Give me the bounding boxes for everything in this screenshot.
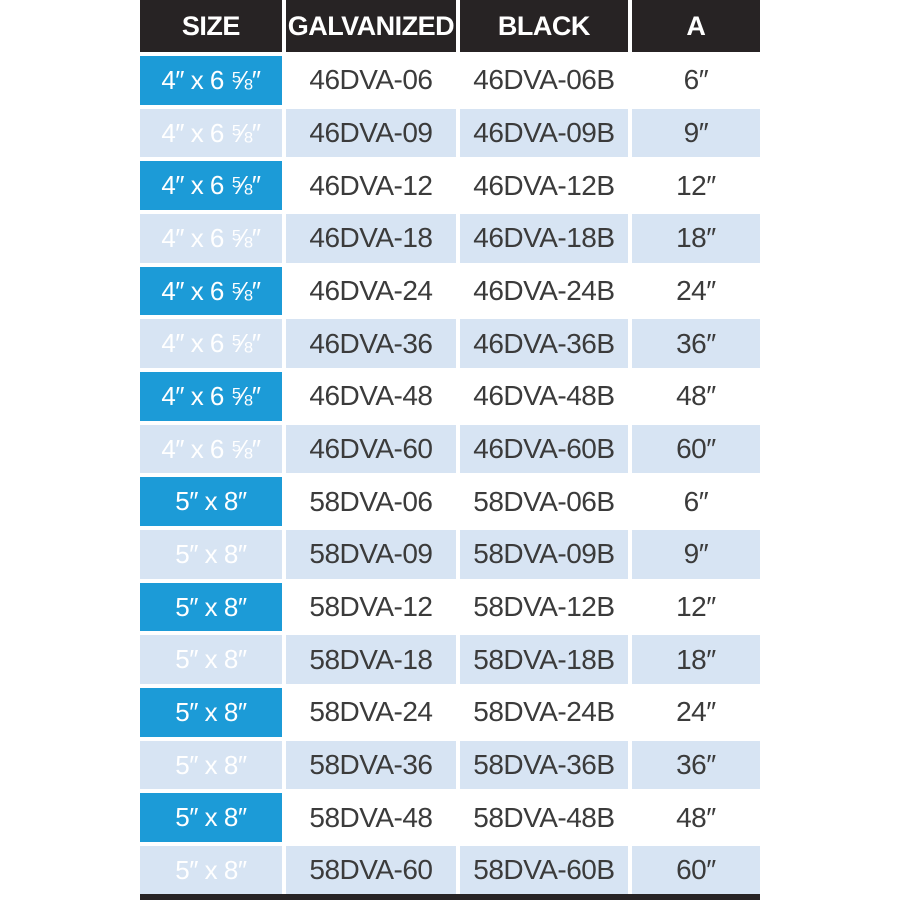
table-row: 5″ x 8″ 58DVA-09 58DVA-09B 9″ <box>140 526 760 583</box>
galvanized-cell: 58DVA-36 <box>281 736 461 794</box>
galvanized-cell: 46DVA-24 <box>281 262 461 320</box>
a-cell: 36″ <box>627 315 760 373</box>
black-cell: 58DVA-36B <box>456 736 632 794</box>
galvanized-cell: 58DVA-24 <box>281 684 461 741</box>
galvanized-cell: 46DVA-36 <box>281 315 461 373</box>
a-cell: 24″ <box>627 262 760 320</box>
table-row: 5″ x 8″ 58DVA-48 58DVA-48B 48″ <box>140 789 760 847</box>
table-row: 4″ x 6 ⅝″ 46DVA-12 46DVA-12B 12″ <box>140 157 760 215</box>
size-cell: 5″ x 8″ <box>140 473 286 531</box>
galvanized-cell: 46DVA-12 <box>281 157 461 215</box>
table-row: 5″ x 8″ 58DVA-12 58DVA-12B 12″ <box>140 578 760 636</box>
spec-table-body: 4″ x 6 ⅝″ 46DVA-06 46DVA-06B 6″ 4″ x 6 ⅝″ 46D… <box>140 52 760 894</box>
table-row: 4″ x 6 ⅝″ 46DVA-06 46DVA-06B 6″ <box>140 52 760 109</box>
size-cell: 5″ x 8″ <box>140 578 286 636</box>
black-cell: 46DVA-18B <box>456 210 632 267</box>
table-row: 4″ x 6 ⅝″ 46DVA-60 46DVA-60B 60″ <box>140 420 760 478</box>
spec-table: SIZE GALVANIZED BLACK A 4″ x 6 ⅝″ 46DVA-0… <box>140 0 760 894</box>
size-cell: 5″ x 8″ <box>140 842 286 894</box>
black-cell: 46DVA-60B <box>456 420 632 478</box>
galvanized-cell: 46DVA-18 <box>281 210 461 267</box>
black-cell: 46DVA-12B <box>456 157 632 215</box>
column-header-galvanized: GALVANIZED <box>281 0 461 56</box>
size-cell: 4″ x 6 ⅝″ <box>140 52 286 109</box>
a-cell: 12″ <box>627 157 760 215</box>
size-cell: 4″ x 6 ⅝″ <box>140 315 286 373</box>
table-row: 4″ x 6 ⅝″ 46DVA-18 46DVA-18B 18″ <box>140 210 760 267</box>
black-cell: 58DVA-09B <box>456 526 632 583</box>
size-cell: 4″ x 6 ⅝″ <box>140 157 286 215</box>
table-row: 5″ x 8″ 58DVA-06 58DVA-06B 6″ <box>140 473 760 531</box>
table-row: 4″ x 6 ⅝″ 46DVA-24 46DVA-24B 24″ <box>140 262 760 320</box>
black-cell: 46DVA-24B <box>456 262 632 320</box>
black-cell: 58DVA-60B <box>456 842 632 894</box>
table-row: 5″ x 8″ 58DVA-18 58DVA-18B 18″ <box>140 631 760 689</box>
black-cell: 46DVA-09B <box>456 104 632 162</box>
galvanized-cell: 58DVA-60 <box>281 842 461 894</box>
galvanized-cell: 46DVA-48 <box>281 368 461 425</box>
galvanized-cell: 58DVA-48 <box>281 789 461 847</box>
table-row: 5″ x 8″ 58DVA-60 58DVA-60B 60″ <box>140 842 760 894</box>
size-cell: 4″ x 6 ⅝″ <box>140 210 286 267</box>
galvanized-cell: 58DVA-09 <box>281 526 461 583</box>
size-cell: 5″ x 8″ <box>140 789 286 847</box>
table-row: 4″ x 6 ⅝″ 46DVA-48 46DVA-48B 48″ <box>140 368 760 425</box>
black-cell: 46DVA-06B <box>456 52 632 109</box>
size-cell: 5″ x 8″ <box>140 684 286 741</box>
size-cell: 5″ x 8″ <box>140 736 286 794</box>
table-row: 4″ x 6 ⅝″ 46DVA-36 46DVA-36B 36″ <box>140 315 760 373</box>
a-cell: 18″ <box>627 631 760 689</box>
galvanized-cell: 46DVA-06 <box>281 52 461 109</box>
table-row: 4″ x 6 ⅝″ 46DVA-09 46DVA-09B 9″ <box>140 104 760 162</box>
galvanized-cell: 58DVA-12 <box>281 578 461 636</box>
a-cell: 60″ <box>627 420 760 478</box>
a-cell: 48″ <box>627 368 760 425</box>
table-bottom-border <box>140 894 760 900</box>
galvanized-cell: 46DVA-60 <box>281 420 461 478</box>
column-header-size: SIZE <box>140 0 286 56</box>
a-cell: 9″ <box>627 526 760 583</box>
a-cell: 6″ <box>627 52 760 109</box>
galvanized-cell: 58DVA-18 <box>281 631 461 689</box>
table-row: 5″ x 8″ 58DVA-24 58DVA-24B 24″ <box>140 684 760 741</box>
black-cell: 58DVA-24B <box>456 684 632 741</box>
column-header-a: A <box>627 0 760 56</box>
size-cell: 4″ x 6 ⅝″ <box>140 420 286 478</box>
size-cell: 4″ x 6 ⅝″ <box>140 368 286 425</box>
galvanized-cell: 58DVA-06 <box>281 473 461 531</box>
black-cell: 58DVA-18B <box>456 631 632 689</box>
black-cell: 58DVA-06B <box>456 473 632 531</box>
a-cell: 12″ <box>627 578 760 636</box>
a-cell: 6″ <box>627 473 760 531</box>
header-row: SIZE GALVANIZED BLACK A <box>140 0 760 56</box>
a-cell: 9″ <box>627 104 760 162</box>
size-cell: 4″ x 6 ⅝″ <box>140 104 286 162</box>
size-cell: 5″ x 8″ <box>140 526 286 583</box>
black-cell: 46DVA-36B <box>456 315 632 373</box>
black-cell: 58DVA-48B <box>456 789 632 847</box>
a-cell: 60″ <box>627 842 760 894</box>
size-cell: 5″ x 8″ <box>140 631 286 689</box>
black-cell: 58DVA-12B <box>456 578 632 636</box>
a-cell: 36″ <box>627 736 760 794</box>
spec-table-header: SIZE GALVANIZED BLACK A <box>140 0 760 56</box>
black-cell: 46DVA-48B <box>456 368 632 425</box>
column-header-black: BLACK <box>456 0 632 56</box>
size-cell: 4″ x 6 ⅝″ <box>140 262 286 320</box>
galvanized-cell: 46DVA-09 <box>281 104 461 162</box>
a-cell: 48″ <box>627 789 760 847</box>
a-cell: 18″ <box>627 210 760 267</box>
a-cell: 24″ <box>627 684 760 741</box>
table-row: 5″ x 8″ 58DVA-36 58DVA-36B 36″ <box>140 736 760 794</box>
